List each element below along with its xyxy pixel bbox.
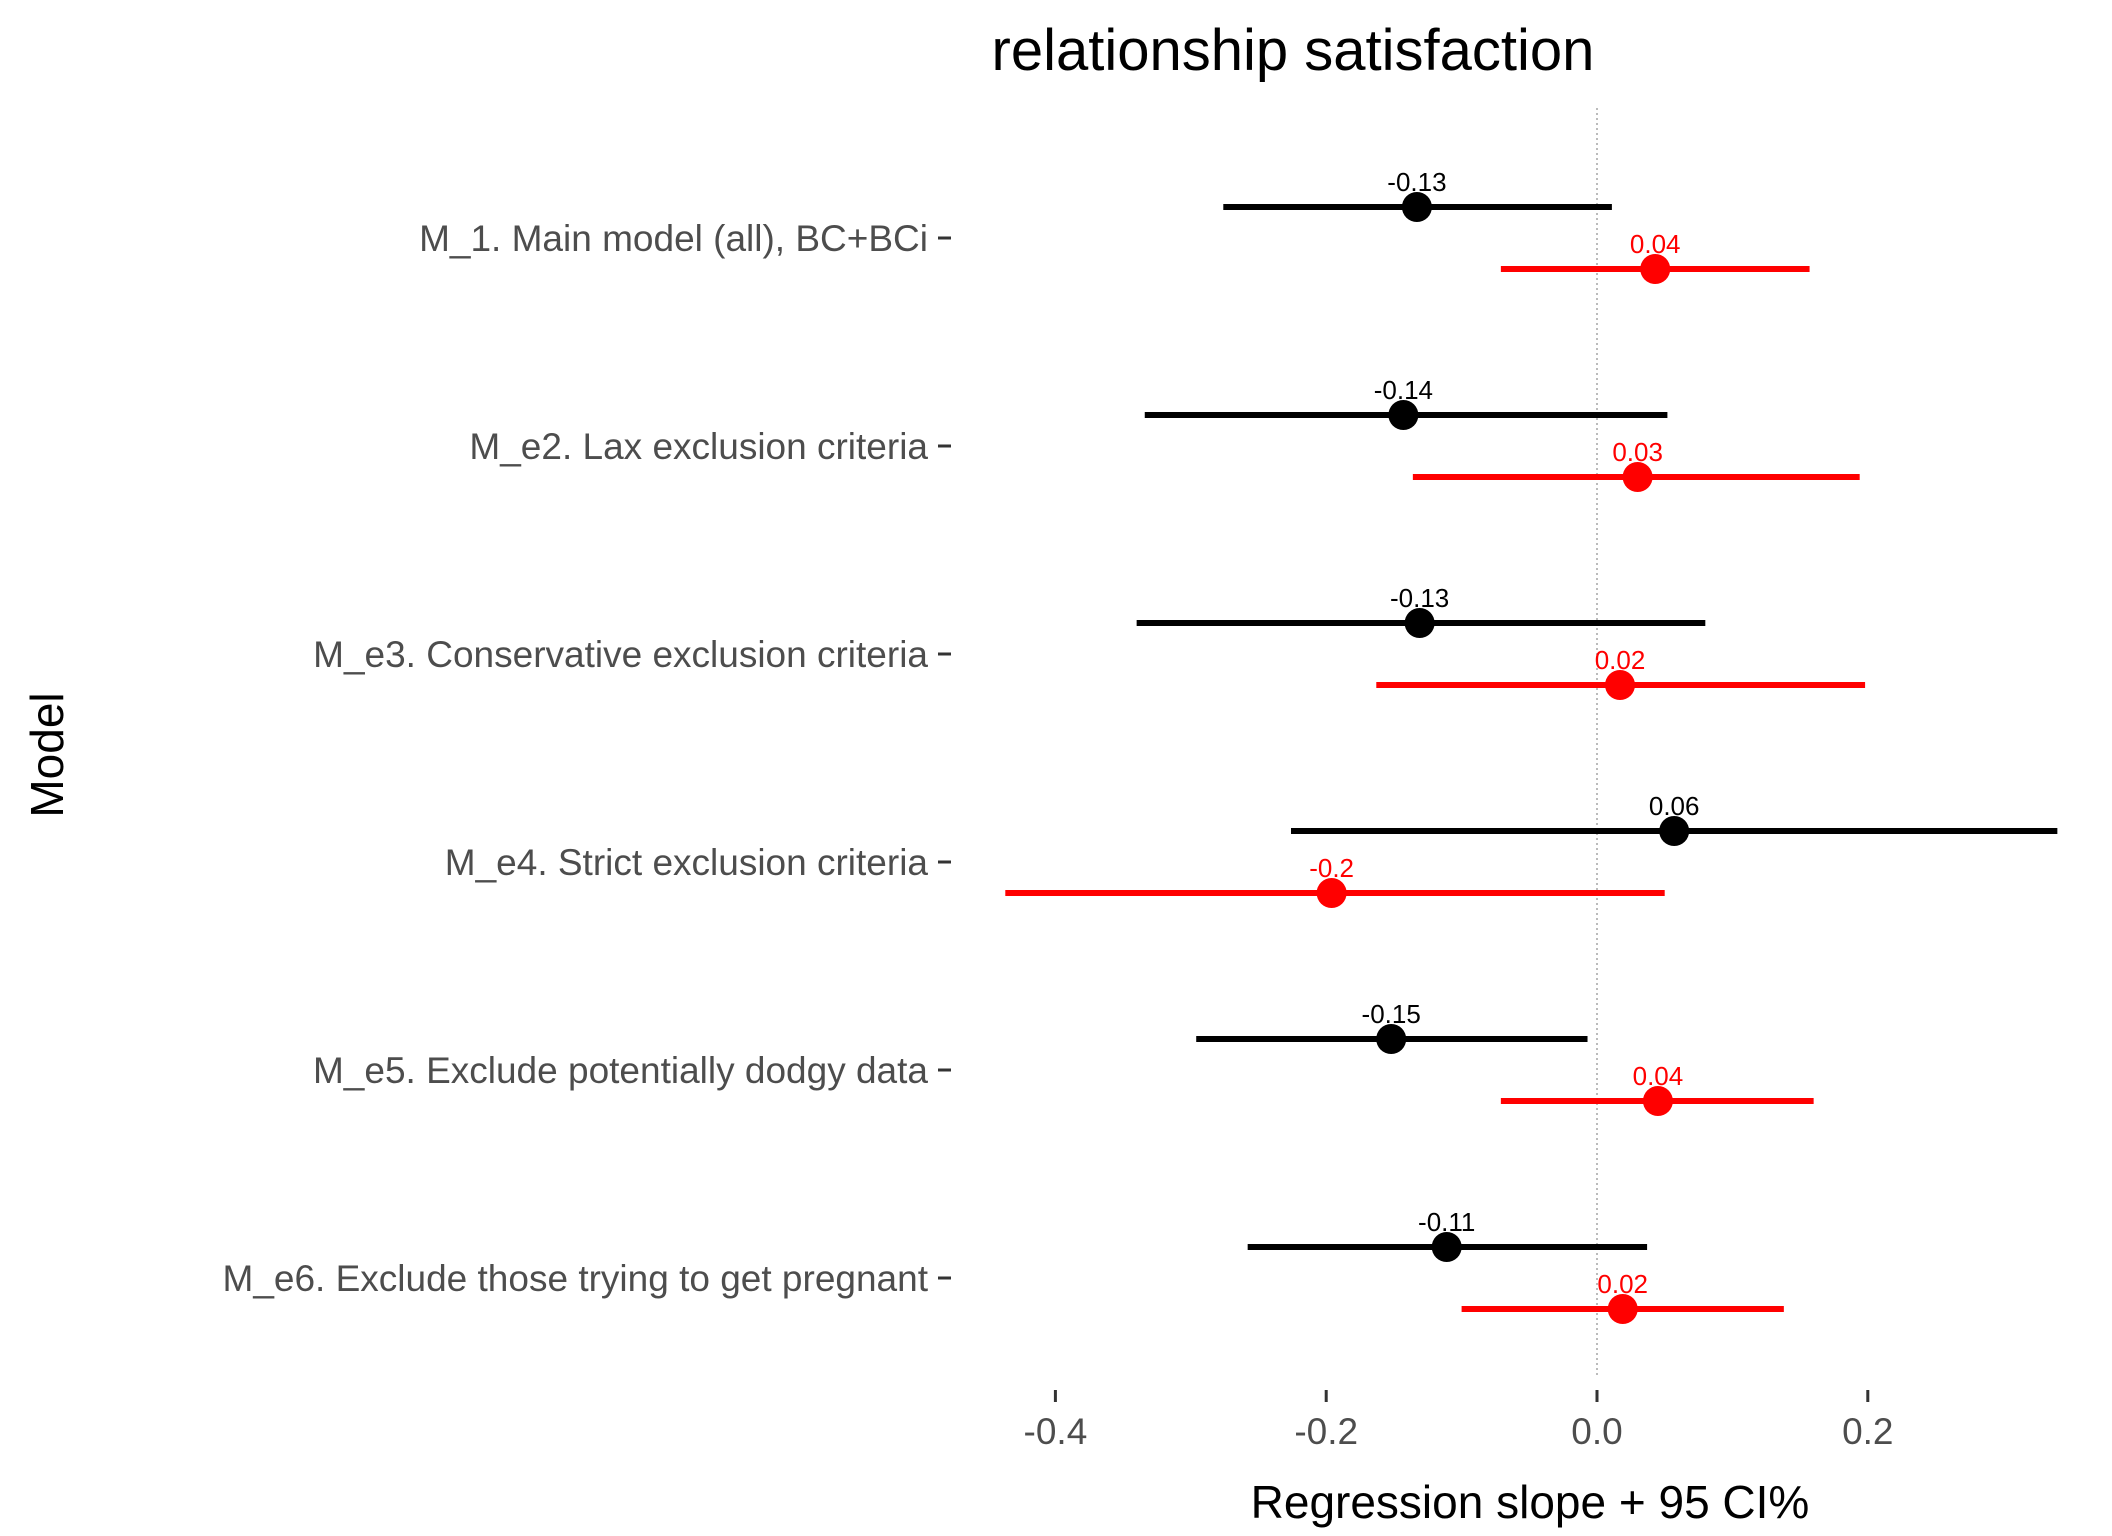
data-label: 0.04 (1630, 229, 1681, 259)
point-estimate (1659, 816, 1690, 846)
point-estimate (1316, 878, 1347, 908)
data-label: -0.11 (1418, 1207, 1475, 1237)
data-label: 0.06 (1649, 791, 1700, 821)
data-label: 0.04 (1633, 1061, 1684, 1091)
y-tick-label: M_e6. Exclude those trying to get pregna… (223, 1258, 929, 1299)
point-estimate (1605, 670, 1636, 700)
x-tick-label: -0.2 (1294, 1411, 1358, 1452)
data-label: -0.15 (1362, 999, 1421, 1029)
x-tick-label: 0.0 (1571, 1411, 1622, 1452)
x-tick-label: -0.4 (1024, 1411, 1088, 1452)
y-axis-ticks: M_1. Main model (all), BC+BCi M_e2. Lax e… (223, 218, 951, 1299)
point-estimate (1388, 400, 1419, 430)
x-axis-ticks: -0.4 -0.2 0.0 0.2 (1024, 1390, 1894, 1452)
data-label: 0.02 (1595, 645, 1646, 675)
y-axis-title: Model (21, 692, 73, 817)
point-estimate (1404, 608, 1435, 638)
point-estimate (1642, 1086, 1673, 1116)
data-label: 0.02 (1597, 1269, 1648, 1299)
y-tick-label: M_1. Main model (all), BC+BCi (419, 218, 928, 259)
data-label: -0.14 (1374, 375, 1433, 405)
y-tick-label: M_e2. Lax exclusion criteria (469, 426, 928, 467)
point-estimate (1401, 192, 1432, 222)
chart-marks: -0.13 -0.14 -0.13 0.06 -0.15 -0.11 0.04 0.03 0.0… (1005, 167, 2058, 1324)
y-tick-label: M_e5. Exclude potentially dodgy data (313, 1050, 928, 1091)
data-label: 0.03 (1612, 437, 1663, 467)
point-estimate (1431, 1232, 1462, 1262)
point-estimate (1640, 254, 1671, 284)
data-label: -0.2 (1309, 853, 1354, 883)
y-tick-label: M_e4. Strict exclusion criteria (445, 842, 929, 883)
point-estimate (1622, 462, 1653, 492)
chart-title: relationship satisfaction (992, 18, 1595, 83)
y-tick-label: M_e3. Conservative exclusion criteria (313, 634, 928, 675)
data-label: -0.13 (1387, 167, 1446, 197)
point-estimate (1607, 1294, 1638, 1324)
x-tick-label: 0.2 (1842, 1411, 1893, 1452)
x-axis-title: Regression slope + 95 CI% (1251, 1476, 1810, 1528)
data-label: -0.13 (1390, 583, 1449, 613)
point-estimate (1376, 1024, 1407, 1054)
